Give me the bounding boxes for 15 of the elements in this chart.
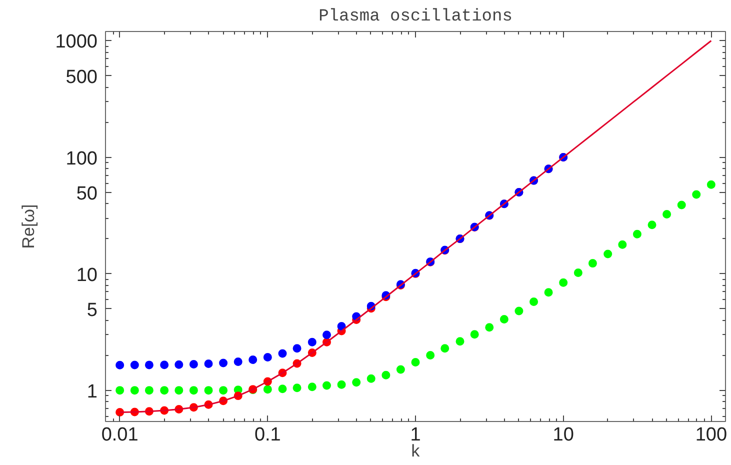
y-tick-label: 500	[66, 66, 98, 88]
y-axis-title: Re[ω]	[19, 204, 38, 249]
x-tick-label: 0.01	[101, 424, 138, 446]
chart-title: Plasma oscillations	[318, 8, 512, 26]
y-tick-label: 5	[86, 300, 98, 321]
x-axis-title: k	[410, 444, 421, 462]
x-tick-label: 100	[695, 424, 728, 446]
y-tick-label: 1000	[55, 32, 98, 53]
y-tick-label: 50	[76, 183, 98, 204]
x-tick-label: 10	[552, 424, 574, 446]
x-tick-label: 0.1	[254, 424, 281, 446]
y-tick-label: 100	[66, 148, 98, 170]
y-tick-label: 1	[86, 381, 98, 402]
y-tick-label: 10	[76, 264, 98, 286]
x-tick-label: 1	[410, 424, 421, 446]
